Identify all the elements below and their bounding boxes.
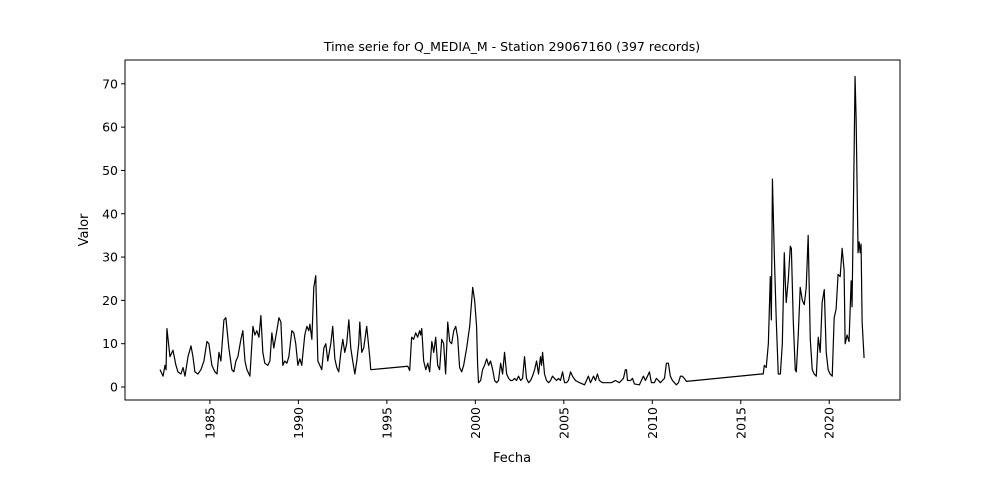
y-tick-label: 0 <box>110 380 118 395</box>
x-tick-label: 2010 <box>645 407 660 439</box>
x-tick-label: 2000 <box>468 407 483 439</box>
y-tick-label: 70 <box>102 76 118 91</box>
x-tick-label: 1995 <box>379 407 394 439</box>
y-tick-label: 10 <box>102 336 118 351</box>
y-tick-label: 20 <box>102 293 118 308</box>
x-tick-label: 2005 <box>556 407 571 439</box>
y-tick-label: 60 <box>102 120 118 135</box>
x-tick-label: 1990 <box>291 407 306 439</box>
x-tick-label: 1985 <box>202 407 217 439</box>
y-axis-label: Valor <box>77 213 92 246</box>
data-line <box>159 75 865 386</box>
plot-frame <box>124 59 901 401</box>
x-axis-label: Fecha <box>493 451 531 466</box>
chart-title: Time serie for Q_MEDIA_M - Station 29067… <box>323 39 700 54</box>
y-tick-label: 40 <box>102 206 118 221</box>
x-tick-label: 2015 <box>733 407 748 439</box>
y-tick-label: 50 <box>102 163 118 178</box>
x-tick-label: 2020 <box>822 407 837 439</box>
y-tick-label: 30 <box>102 250 118 265</box>
